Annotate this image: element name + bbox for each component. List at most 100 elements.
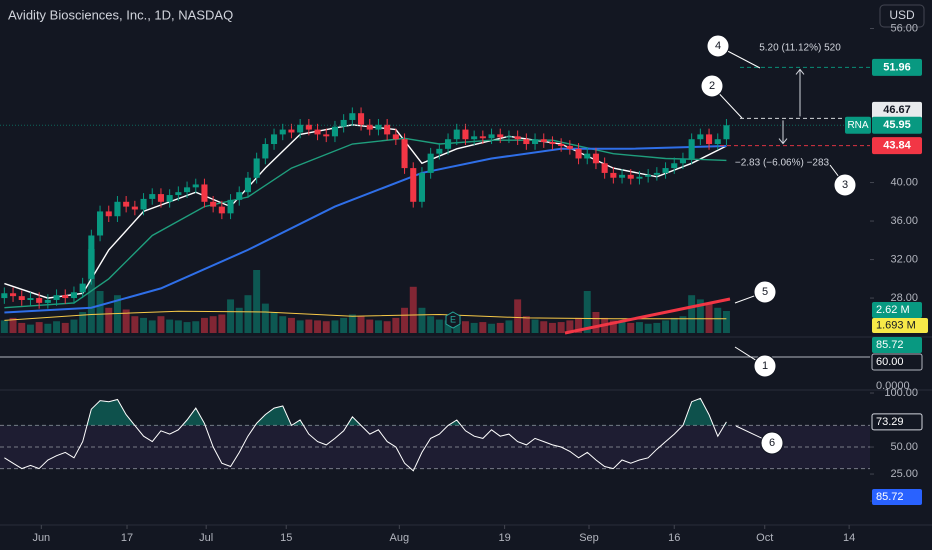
y-tick-label: 40.00	[890, 176, 918, 188]
candle-body	[479, 136, 486, 139]
volume-bar	[253, 270, 261, 333]
measure-label: −2.83 (−6.06%) −283	[735, 158, 830, 169]
candle-body	[358, 113, 365, 125]
candle-body	[314, 129, 321, 135]
candle-body	[471, 136, 478, 140]
volume-bar	[418, 307, 426, 333]
volume-bar	[140, 317, 148, 333]
volume-bar	[461, 321, 469, 333]
volume-bar	[427, 316, 435, 333]
osc-label: 85.72	[876, 339, 904, 351]
callout-label: 4	[715, 40, 721, 52]
volume-bar	[505, 320, 513, 333]
chart-title: Avidity Biosciences, Inc., 1D, NASDAQ	[8, 7, 233, 22]
price-label-box	[872, 116, 922, 134]
candle-body	[218, 206, 225, 214]
x-tick-label: 16	[668, 532, 680, 544]
rsi-tick-label: 50.00	[890, 441, 918, 453]
volume-bar	[9, 317, 17, 333]
candle-body	[192, 184, 199, 188]
callout-circle	[706, 34, 730, 58]
volume-ma-label: 1.693 M	[876, 319, 916, 331]
volume-bar	[122, 309, 130, 333]
volume-bar	[575, 317, 583, 333]
volume-bar	[209, 316, 217, 333]
candle-body	[514, 136, 521, 140]
candle-body	[566, 145, 573, 149]
volume-bar	[200, 317, 208, 333]
candle-body	[105, 211, 112, 217]
candle-body	[166, 195, 173, 202]
candle-body	[462, 129, 469, 140]
volume-bar	[340, 317, 348, 333]
volume-bar	[70, 319, 78, 333]
candle-body	[44, 299, 51, 303]
volume-bar	[696, 299, 704, 333]
x-tick-label: 14	[843, 532, 855, 544]
price-pane: E	[0, 107, 731, 335]
y-tick-label: 36.00	[890, 215, 918, 227]
candle-body	[114, 201, 121, 217]
symbol-label: RNA	[847, 120, 868, 131]
volume-bar	[35, 322, 43, 333]
volume-bar	[192, 321, 200, 333]
currency-button[interactable]	[879, 4, 925, 28]
candle-body	[540, 139, 547, 143]
volume-bar	[357, 316, 365, 333]
volume-bar	[548, 322, 556, 333]
candle-body	[227, 199, 234, 214]
candle-body	[262, 144, 269, 159]
osc-label-box	[872, 337, 922, 353]
volume-bar	[714, 307, 722, 333]
candle-body	[697, 134, 704, 140]
candle-body	[523, 139, 530, 145]
rsi-value-box	[871, 413, 923, 431]
candle-body	[97, 211, 104, 236]
moving-average-line	[4, 137, 727, 309]
candle-body	[1, 293, 8, 299]
volume-bar	[557, 322, 565, 333]
earnings-label: E	[450, 314, 456, 324]
currency-label[interactable]: USD	[889, 8, 915, 22]
volume-bar	[609, 320, 617, 333]
candle-body	[10, 293, 17, 297]
volume-bar	[444, 320, 452, 333]
volume-ma-label-box	[872, 318, 928, 333]
rsi-extra-box	[872, 489, 922, 505]
volume-bar	[635, 322, 643, 333]
osc-label: 0.0000	[876, 380, 910, 392]
candle-body	[436, 148, 443, 154]
candle-body	[340, 119, 347, 127]
rsi-tick-label: 25.00	[890, 468, 918, 480]
price-label-box	[872, 58, 922, 76]
candle-body	[79, 283, 86, 293]
volume-bar	[235, 307, 243, 333]
volume-label: 2.62 M	[876, 304, 910, 316]
candle-body	[305, 124, 312, 130]
candle-body	[619, 174, 626, 178]
volume-bar	[374, 320, 382, 333]
measure-arrowhead	[795, 68, 805, 75]
volume-bar	[305, 319, 313, 333]
candle-body	[723, 125, 730, 140]
volume-bar	[314, 320, 322, 333]
x-tick-label: Jul	[199, 532, 213, 544]
volume-bar	[679, 316, 687, 333]
callout-circle	[833, 173, 857, 197]
candle-body	[175, 192, 182, 196]
callout-circle	[760, 431, 784, 455]
volume-bar	[113, 295, 121, 333]
trend-line	[564, 297, 731, 335]
candle-body	[645, 174, 652, 177]
candle-body	[149, 194, 156, 199]
volume-bar	[79, 312, 87, 333]
candle-body	[671, 163, 678, 169]
candle-body	[627, 174, 634, 179]
rsi-extra-label: 85.72	[876, 491, 904, 503]
callout-circle	[700, 74, 724, 98]
rsi-tick-label: 100.00	[884, 387, 918, 399]
volume-bar	[522, 316, 530, 333]
candle-body	[157, 194, 164, 202]
